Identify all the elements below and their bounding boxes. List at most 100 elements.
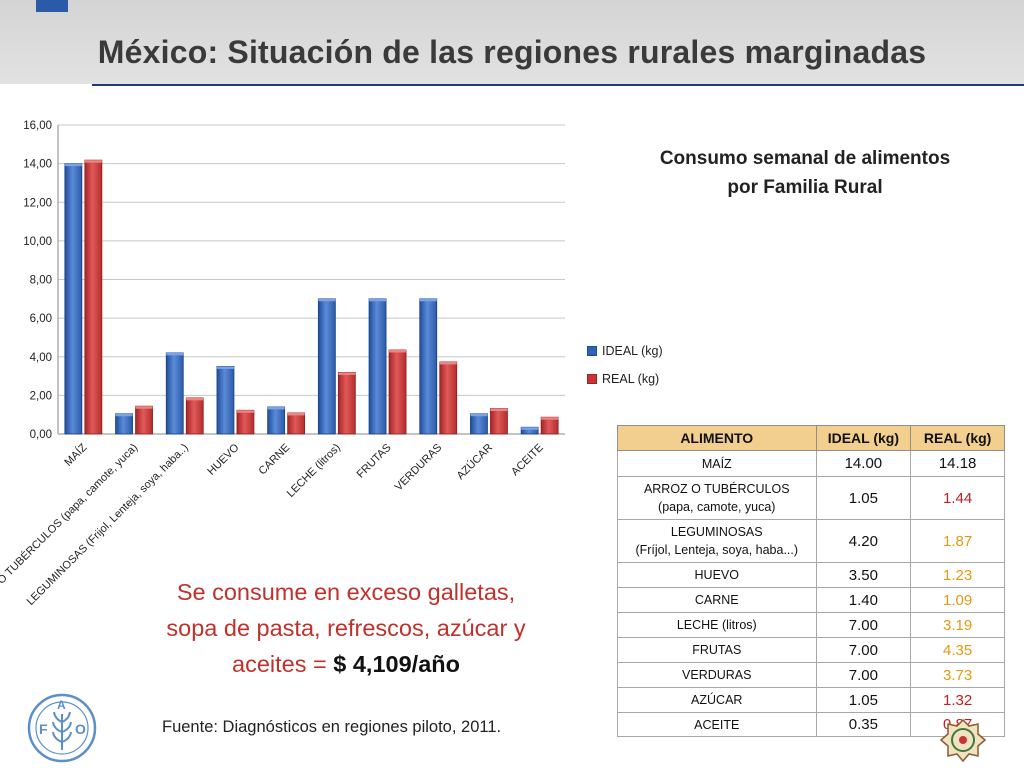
bar-ideal-body	[419, 298, 438, 435]
table-cell-food: LECHE (litros)	[617, 612, 817, 638]
table-cell-ideal: 7.00	[815, 662, 912, 688]
bar-real-top	[236, 410, 254, 413]
chart-legend: IDEAL (kg) REAL (kg)	[587, 343, 663, 399]
note-prefix: aceites =	[232, 651, 334, 677]
y-tick-label: 6,00	[30, 313, 52, 325]
bar-real	[185, 397, 204, 435]
table-header-food: ALIMENTO	[617, 425, 817, 451]
bar-real	[388, 349, 407, 435]
food-detail: (Fríjol, Lenteja, soya, haba...)	[635, 543, 799, 557]
bar-real	[84, 159, 103, 435]
bar-real-top	[135, 406, 153, 409]
bar-ideal-top	[216, 366, 234, 369]
bar-real	[337, 371, 356, 435]
y-tick-label: 12,00	[23, 197, 52, 209]
food-name: AZÚCAR	[691, 693, 743, 707]
legend-label-real: REAL (kg)	[602, 372, 660, 386]
fao-logo: F A O	[27, 693, 97, 763]
header-band	[0, 0, 1024, 84]
table-row: ACEITE 0.35 0.87	[617, 712, 1005, 737]
bar-ideal-top	[115, 413, 133, 417]
table-cell-food: ARROZ O TUBÉRCULOS (papa, camote, yuca)	[617, 476, 817, 520]
x-tick-label: LECHE (litros)	[285, 442, 343, 500]
food-name: MAÍZ	[701, 456, 732, 471]
y-tick-label: 16,00	[23, 120, 52, 132]
bar-ideal-top	[267, 406, 285, 410]
bar-real-body	[439, 361, 458, 435]
note-amount: $ 4,109/año	[333, 651, 460, 677]
y-tick-label: 4,00	[30, 352, 52, 364]
table-cell-real: 1.23	[910, 562, 1005, 588]
food-name: ACEITE	[694, 717, 740, 732]
bar-real-top	[84, 160, 102, 163]
table-row: VERDURAS 7.00 3.73	[617, 662, 1005, 688]
bar-real-body	[236, 409, 255, 435]
table-cell-food: AZÚCAR	[617, 687, 817, 713]
table-cell-food: VERDURAS	[617, 662, 817, 688]
y-tick-label: 8,00	[30, 275, 52, 287]
side-title-line-2: por Familia Rural	[727, 177, 883, 198]
table-cell-food: LEGUMINOSAS (Fríjol, Lenteja, soya, haba…	[617, 519, 817, 563]
bar-real-body	[287, 412, 306, 435]
table-row: HUEVO 3.50 1.23	[617, 562, 1005, 588]
bar-ideal-body	[165, 352, 184, 435]
bar-real	[540, 416, 559, 435]
legend-swatch-real	[587, 374, 597, 384]
bar-ideal-top	[419, 298, 437, 302]
page-title: México: Situación de las regiones rurale…	[97, 34, 927, 70]
table-cell-ideal: 0.35	[815, 712, 912, 737]
bar-real	[287, 412, 306, 435]
bar-ideal-body	[368, 298, 387, 435]
food-name: ARROZ O TUBÉRCULOS	[643, 482, 790, 496]
header-accent	[36, 0, 68, 12]
bar-ideal	[64, 163, 83, 435]
food-name: LEGUMINOSAS	[670, 525, 763, 539]
bar-ideal-body	[470, 413, 488, 435]
logo-letter-o: O	[75, 721, 86, 737]
table-header-real: REAL (kg)	[910, 425, 1005, 451]
table-cell-real: 1.87	[910, 519, 1005, 563]
table-cell-ideal: 4.20	[815, 519, 912, 563]
table-cell-food: ACEITE	[617, 712, 817, 737]
x-tick-label: MAÍZ	[62, 441, 90, 469]
bar-real	[439, 361, 458, 435]
table-row: LECHE (litros) 7.00 3.19	[617, 612, 1005, 638]
food-name: LECHE (litros)	[676, 618, 757, 632]
table-cell-real: 3.19	[910, 612, 1005, 638]
x-tick-label: CARNE	[257, 442, 293, 478]
decorative-seal-icon	[939, 718, 987, 763]
chart-side-title: Consumo semanal de alimentos por Familia…	[600, 144, 1010, 202]
table-cell-ideal: 14.00	[815, 450, 912, 477]
bar-ideal	[267, 406, 286, 435]
bar-real-top	[439, 361, 457, 365]
consumption-table: ALIMENTO IDEAL (kg) REAL (kg) MAÍZ 14.00…	[617, 425, 1005, 737]
bar-ideal	[115, 413, 133, 435]
bar-real	[236, 409, 255, 435]
table-cell-real: 1.32	[910, 687, 1005, 713]
bar-ideal-top	[318, 298, 336, 302]
bar-ideal	[419, 298, 438, 435]
bar-real	[490, 408, 508, 435]
table-cell-food: HUEVO	[617, 562, 817, 588]
table-cell-ideal: 7.00	[815, 612, 912, 638]
bar-ideal-top	[470, 413, 488, 417]
bar-real-body	[490, 408, 508, 435]
bar-ideal-top	[64, 163, 82, 167]
bar-real-top	[541, 417, 559, 420]
bar-real-body	[540, 416, 559, 435]
table-row: FRUTAS 7.00 4.35	[617, 637, 1005, 663]
bar-ideal	[216, 366, 235, 435]
table-cell-real: 1.44	[910, 476, 1005, 520]
bar-real-body	[135, 405, 153, 435]
y-tick-label: 10,00	[23, 236, 52, 248]
legend-label-ideal: IDEAL (kg)	[602, 344, 663, 358]
logo-letter-f: F	[39, 721, 48, 737]
table-cell-real: 3.73	[910, 662, 1005, 688]
table-row: CARNE 1.40 1.09	[617, 587, 1005, 613]
bar-real-top	[287, 412, 305, 416]
note-line-3: aceites = $ 4,109/año	[150, 646, 542, 682]
legend-item-ideal: IDEAL (kg)	[587, 343, 663, 359]
legend-swatch-ideal	[587, 346, 597, 356]
side-title-line-1: Consumo semanal de alimentos	[659, 148, 951, 169]
table-cell-real: 1.09	[910, 587, 1005, 613]
